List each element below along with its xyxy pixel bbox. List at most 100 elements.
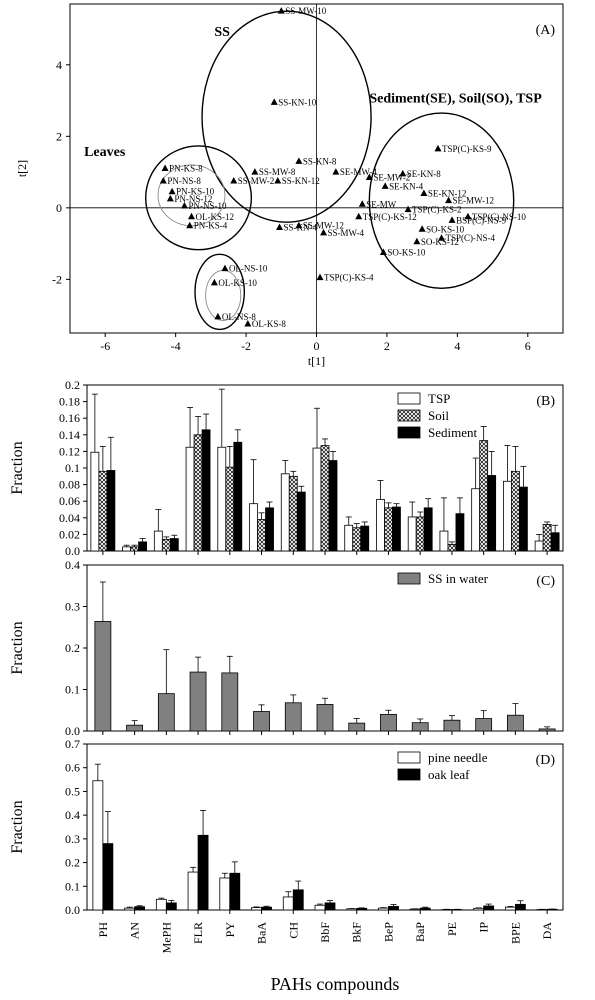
y-tick-label: 0.2 xyxy=(65,856,80,870)
data-point xyxy=(316,273,324,281)
x-tick-label: 0 xyxy=(314,339,320,353)
x-axis-label: t[1] xyxy=(308,354,325,368)
bar xyxy=(282,896,294,911)
bar xyxy=(249,503,258,552)
bar xyxy=(106,470,116,552)
legend-label: Sediment xyxy=(428,425,477,440)
bar xyxy=(221,672,239,732)
data-point xyxy=(381,182,389,189)
y-tick-label: 0.1 xyxy=(65,879,80,893)
y-tick-label: 0 xyxy=(56,201,62,215)
bar xyxy=(161,538,171,552)
panel-c-bar-chart: 0.0 0.1 0.2 0.3 0.4 Fraction (C) SS in water xyxy=(9,558,564,738)
data-point xyxy=(295,221,303,229)
bar xyxy=(439,530,449,552)
x-tick-label: -2 xyxy=(241,339,251,353)
point-label: TSP(C)-NS-10 xyxy=(472,212,527,222)
x-tick-label: PE xyxy=(445,922,459,936)
y-tick-label: 0.6 xyxy=(65,761,80,775)
bar xyxy=(233,441,243,552)
point-label: TSP(C)-KS-9 xyxy=(442,144,492,154)
bar xyxy=(94,621,112,732)
point-label: OL-KS-8 xyxy=(252,319,286,329)
y-axis-label: Fraction xyxy=(9,441,26,494)
data-point xyxy=(404,205,412,213)
point-label: SS-MW-12 xyxy=(303,221,344,231)
bar xyxy=(348,722,366,732)
bar xyxy=(344,524,354,552)
data-point xyxy=(161,164,169,171)
bar xyxy=(443,719,461,732)
y-tick-label: 0.12 xyxy=(59,444,80,458)
bar xyxy=(280,473,290,552)
y-tick-label: 0.5 xyxy=(65,784,80,798)
point-label: OL-KS-10 xyxy=(218,278,257,288)
bar xyxy=(346,908,358,911)
point-label: SE-KN-12 xyxy=(428,189,467,199)
point-label: TSP(C)-KS-4 xyxy=(324,273,374,283)
y-axis-label: Fraction xyxy=(9,621,26,674)
bar xyxy=(542,524,552,552)
bar xyxy=(392,506,401,552)
bar xyxy=(261,906,272,911)
data-point xyxy=(448,216,456,223)
bar xyxy=(447,543,457,552)
legend-label: TSP xyxy=(428,391,450,406)
bar xyxy=(124,907,135,911)
bar xyxy=(157,693,175,732)
group-label: Leaves xyxy=(84,145,126,160)
panel-label: (A) xyxy=(536,23,556,38)
point-label: SS-KN-4 xyxy=(284,223,318,233)
y-tick-label: 0.04 xyxy=(59,511,80,525)
bar xyxy=(265,507,274,552)
bar xyxy=(316,704,334,732)
bar xyxy=(134,906,146,911)
point-label: TSP(C)-KS-12 xyxy=(363,212,417,222)
y-tick-label: 0.02 xyxy=(59,527,80,541)
legend-label: pine needle xyxy=(428,750,488,765)
point-label: SS-MW-8 xyxy=(259,167,296,177)
bar xyxy=(253,711,270,732)
point-label: SS-KN-12 xyxy=(282,176,320,186)
bar xyxy=(550,532,560,552)
figure-xlabel: PAHs compounds xyxy=(271,974,400,994)
group-ellipse xyxy=(145,145,253,251)
data-point xyxy=(464,212,472,220)
data-point xyxy=(379,248,387,256)
legend-swatch xyxy=(397,409,421,422)
point-label: PN-NS-8 xyxy=(167,176,201,186)
bar xyxy=(471,488,481,552)
point-label: TSP(C)-NS-4 xyxy=(446,233,496,243)
bar xyxy=(225,466,235,552)
point-label: PN-KS-10 xyxy=(176,187,215,197)
x-tick-label: -6 xyxy=(100,339,110,353)
bar xyxy=(407,516,417,552)
legend-swatch xyxy=(397,768,421,781)
data-point xyxy=(270,98,278,105)
data-point xyxy=(434,144,442,152)
plot-frame xyxy=(86,743,564,911)
data-point xyxy=(277,7,285,14)
bar xyxy=(169,538,179,552)
y-axis-label: t[2] xyxy=(15,160,29,177)
data-point xyxy=(166,194,174,202)
bar xyxy=(356,907,368,911)
x-tick-label: 6 xyxy=(525,339,531,353)
point-label: SE-MW xyxy=(366,199,397,209)
point-label: OL-NS-10 xyxy=(229,264,268,274)
bar xyxy=(506,714,524,732)
data-point xyxy=(276,223,284,231)
data-point xyxy=(230,177,238,184)
data-point xyxy=(365,173,373,180)
bar xyxy=(519,486,528,552)
x-tick-label: BaP xyxy=(413,922,427,942)
group-ellipse xyxy=(201,10,372,223)
panel-b-bar-chart: 0.0 0.02 0.04 0.06 0.08 0.1 0.12 0.14 0.16 0.18 0.… xyxy=(9,378,564,558)
bar xyxy=(219,877,231,911)
x-tick-label: BbF xyxy=(318,922,332,943)
point-label: SE-MW-4 xyxy=(340,167,377,177)
bar xyxy=(534,540,544,552)
data-point xyxy=(399,169,407,177)
bar xyxy=(411,722,429,732)
x-tick-label: PH xyxy=(96,922,110,938)
